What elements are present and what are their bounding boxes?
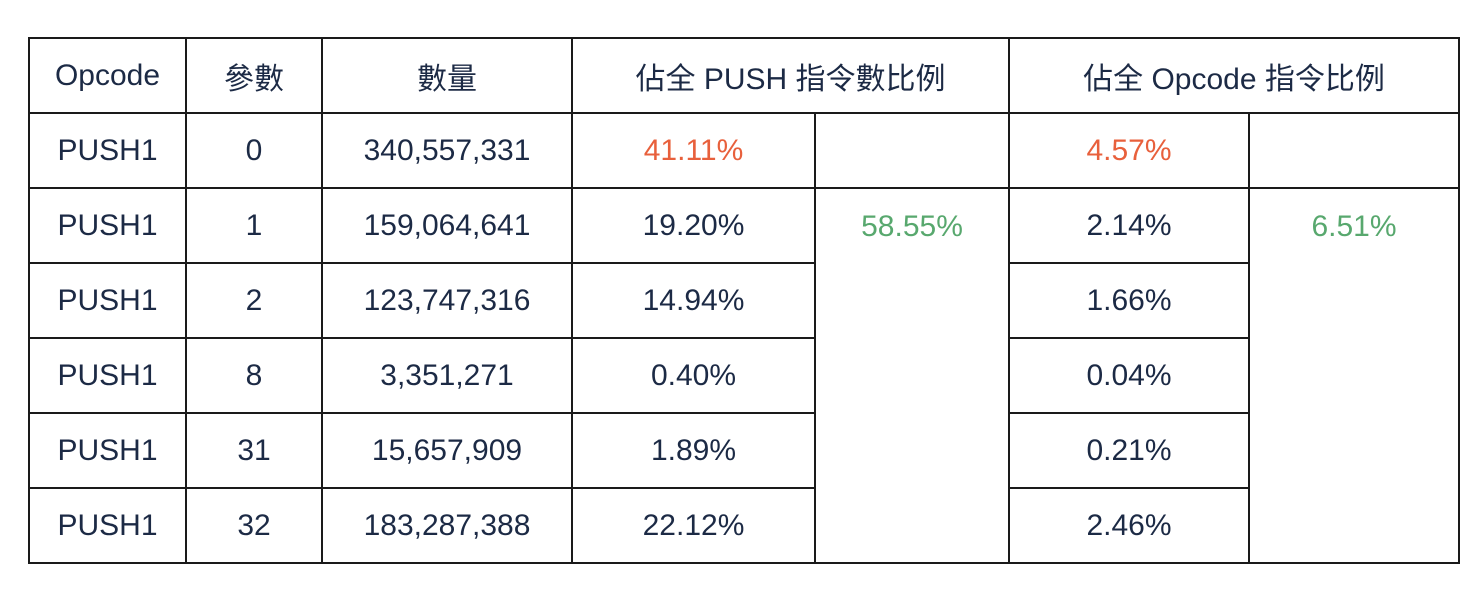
cell-opcode-pct: 1.66% <box>1008 262 1250 339</box>
cell-param: 1 <box>185 187 323 264</box>
cell-param: 32 <box>185 487 323 564</box>
cell-opcode: PUSH1 <box>28 487 187 564</box>
table-row: PUSH1 0 340,557,331 41.11% 4.57% <box>28 112 1460 189</box>
cell-count: 159,064,641 <box>321 187 573 264</box>
cell-opcode-sum: 6.51% <box>1248 187 1460 564</box>
cell-opcode-pct: 0.04% <box>1008 337 1250 414</box>
header-opcode-ratio: 佔全 Opcode 指令比例 <box>1008 37 1460 114</box>
cell-count: 123,747,316 <box>321 262 573 339</box>
cell-count: 15,657,909 <box>321 412 573 489</box>
cell-opcode-pct: 2.46% <box>1008 487 1250 564</box>
header-opcode: Opcode <box>28 37 187 114</box>
push-stats-table: Opcode 參數 數量 佔全 PUSH 指令數比例 佔全 Opcode 指令比… <box>28 37 1460 564</box>
cell-param: 0 <box>185 112 323 189</box>
cell-opcode-empty <box>1248 112 1460 189</box>
cell-push-empty <box>814 112 1010 189</box>
cell-push-pct: 22.12% <box>571 487 816 564</box>
table-row: PUSH1 31 15,657,909 1.89% 0.21% <box>28 412 1459 489</box>
table-row: PUSH1 32 183,287,388 22.12% 2.46% <box>28 487 1459 564</box>
cell-push-pct: 0.40% <box>571 337 816 414</box>
cell-opcode: PUSH1 <box>28 337 187 414</box>
header-push-ratio: 佔全 PUSH 指令數比例 <box>571 37 1010 114</box>
cell-push-pct: 14.94% <box>571 262 816 339</box>
table-row: PUSH1 8 3,351,271 0.40% 0.04% <box>28 337 1459 414</box>
table-row: PUSH1 2 123,747,316 14.94% 1.66% <box>28 262 1459 339</box>
cell-count: 3,351,271 <box>321 337 573 414</box>
cell-opcode-pct: 2.14% <box>1008 187 1250 264</box>
cell-push-pct: 41.11% <box>571 112 816 189</box>
cell-count: 183,287,388 <box>321 487 573 564</box>
header-count: 數量 <box>321 37 573 114</box>
header-row: Opcode 參數 數量 佔全 PUSH 指令數比例 佔全 Opcode 指令比… <box>28 37 1460 114</box>
header-param: 參數 <box>185 37 323 114</box>
cell-opcode: PUSH1 <box>28 262 187 339</box>
cell-push-sum: 58.55% <box>814 187 1010 564</box>
table-row: PUSH1 1 159,064,641 19.20% 58.55% 2.14% … <box>28 187 1460 564</box>
cell-param: 8 <box>185 337 323 414</box>
cell-push-pct: 19.20% <box>571 187 816 264</box>
cell-push-pct: 1.89% <box>571 412 816 489</box>
cell-param: 31 <box>185 412 323 489</box>
cell-param: 2 <box>185 262 323 339</box>
cell-opcode-pct: 4.57% <box>1008 112 1250 189</box>
cell-count: 340,557,331 <box>321 112 573 189</box>
cell-opcode: PUSH1 <box>28 412 187 489</box>
cell-opcode-pct: 0.21% <box>1008 412 1250 489</box>
cell-opcode: PUSH1 <box>28 187 187 264</box>
cell-opcode: PUSH1 <box>28 112 187 189</box>
